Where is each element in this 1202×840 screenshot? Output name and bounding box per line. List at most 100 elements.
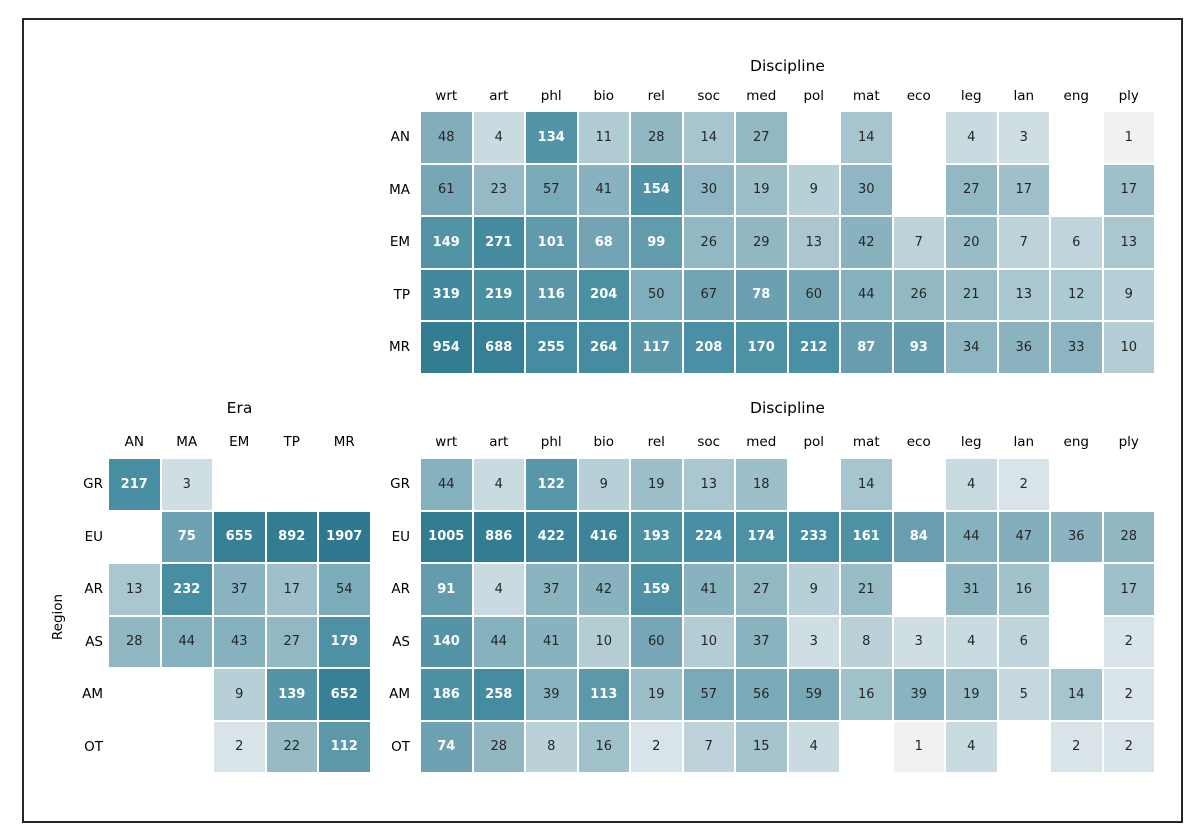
- heatmap-cell: 140: [421, 616, 472, 667]
- col-label-eco: eco: [906, 88, 931, 104]
- heatmap-cell: 44: [161, 616, 212, 667]
- heatmap-cell: 17: [998, 164, 1049, 215]
- row-label-AN: AN: [390, 129, 410, 146]
- heatmap-cell: 44: [841, 269, 892, 320]
- heatmap-cell: [1051, 112, 1102, 163]
- heatmap-cell: [1051, 564, 1102, 615]
- heatmap-cell: 15: [736, 721, 787, 772]
- row-label-EU: EU: [391, 528, 410, 545]
- heatmap-cell: 59: [788, 669, 839, 720]
- heatmap-cell: 12: [1051, 269, 1102, 320]
- heatmap-cell: [894, 459, 945, 510]
- heatmap-cell: 99: [631, 217, 682, 268]
- heatmap-cell: 652: [319, 669, 370, 720]
- heatmap-cell: 13: [109, 564, 160, 615]
- heatmap-cell: 48: [421, 112, 472, 163]
- heatmap-cell: 29: [736, 217, 787, 268]
- col-label-mat: mat: [852, 434, 880, 450]
- heatmap-cell: 61: [421, 164, 472, 215]
- heatmap-cell: 319: [421, 269, 472, 320]
- col-label-rel: rel: [647, 88, 665, 104]
- row-label-MR: MR: [388, 339, 410, 356]
- heatmap-cell: 5: [998, 669, 1049, 720]
- heatmap-cell: 161: [841, 511, 892, 562]
- heatmap-cell: 27: [266, 616, 317, 667]
- heatmap-cell: 9: [788, 164, 839, 215]
- heatmap-cell: 14: [841, 112, 892, 163]
- heatmap-cell: 4: [946, 459, 997, 510]
- heatmap-cell: 31: [946, 564, 997, 615]
- heatmap-cell: 60: [631, 616, 682, 667]
- heatmap-cell: 174: [736, 511, 787, 562]
- heatmap-cell: 7: [998, 217, 1049, 268]
- heatmap-cell: 117: [631, 322, 682, 373]
- heatmap-cell: 892: [266, 511, 317, 562]
- heatmap-cell: 10: [1103, 322, 1154, 373]
- heatmap-cell: 41: [526, 616, 577, 667]
- heatmap-cell: 42: [841, 217, 892, 268]
- row-label-OT: OT: [391, 738, 410, 755]
- heatmap-cell: 41: [578, 164, 629, 215]
- heatmap-cell: 37: [526, 564, 577, 615]
- heatmap-cell: 6: [998, 616, 1049, 667]
- col-label-phl: phl: [540, 88, 562, 104]
- row-label-AM: AM: [82, 686, 103, 703]
- heatmap-cell: 193: [631, 511, 682, 562]
- heatmap-cell: 422: [526, 511, 577, 562]
- heatmap-cell: 655: [214, 511, 265, 562]
- heatmap-cell: [214, 459, 265, 510]
- col-label-art: art: [489, 434, 509, 450]
- heatmap-cell: 23: [473, 164, 524, 215]
- heatmap-cell: 37: [736, 616, 787, 667]
- heatmap-cell: 2: [631, 721, 682, 772]
- col-label-eco: eco: [906, 434, 931, 450]
- heatmap-cell: 1005: [421, 511, 472, 562]
- bottom-heatmap-column-labels: wrt art phl bio rel soc med pol mat eco leg lan eng p…: [421, 428, 1154, 450]
- heatmap-cell: 36: [1051, 511, 1102, 562]
- heatmap-cell: 4: [473, 564, 524, 615]
- era-heatmap-grid: 217 3 75 655 892 1907 13 232 37 17 54 28 44 43 27 179 9 1…: [109, 459, 370, 772]
- heatmap-cell: [789, 112, 840, 163]
- heatmap-cell: 41: [683, 564, 734, 615]
- heatmap-cell: 13: [683, 459, 734, 510]
- heatmap-cell: 6: [1051, 217, 1102, 268]
- heatmap-cell: 2: [998, 459, 1049, 510]
- heatmap-cell: 17: [1103, 164, 1154, 215]
- heatmap-cell: 60: [788, 269, 839, 320]
- heatmap-cell: 113: [578, 669, 629, 720]
- top-heatmap-column-labels: wrt art phl bio rel soc med pol mat eco leg lan eng p…: [421, 82, 1154, 104]
- heatmap-cell: 19: [631, 459, 682, 510]
- heatmap-cell: 50: [631, 269, 682, 320]
- row-label-EM: EM: [389, 234, 410, 251]
- col-label-soc: soc: [697, 434, 721, 450]
- col-label-eng: eng: [1063, 88, 1089, 104]
- heatmap-cell: 416: [578, 511, 629, 562]
- heatmap-cell: 47: [998, 511, 1049, 562]
- heatmap-cell: 954: [421, 322, 472, 373]
- heatmap-cell: 87: [841, 322, 892, 373]
- heatmap-cell: 14: [1051, 669, 1102, 720]
- heatmap-cell: 27: [946, 164, 997, 215]
- heatmap-cell: 2: [1103, 669, 1154, 720]
- heatmap-cell: [162, 669, 213, 720]
- heatmap-cell: 7: [683, 721, 734, 772]
- heatmap-cell: 33: [1051, 322, 1102, 373]
- heatmap-cell: 2: [214, 721, 265, 772]
- heatmap-cell: 10: [578, 616, 629, 667]
- top-heatmap-grid: 48 4 134 11 28 14 27 14 4 3 1 61 23 57 41 154 30 19 9 30 27 1…: [421, 112, 1154, 373]
- row-label-AS: AS: [85, 633, 103, 650]
- row-label-TP: TP: [393, 286, 410, 303]
- heatmap-cell: 4: [473, 459, 524, 510]
- col-label-lan: lan: [1013, 88, 1035, 104]
- heatmap-cell: 19: [946, 669, 997, 720]
- heatmap-cell: 28: [1103, 511, 1154, 562]
- col-label-MR: MR: [333, 434, 355, 450]
- heatmap-cell: 20: [946, 217, 997, 268]
- heatmap-cell: 19: [631, 669, 682, 720]
- col-label-leg: leg: [960, 434, 982, 450]
- col-label-med: med: [746, 88, 777, 104]
- col-label-EM: EM: [229, 434, 250, 450]
- heatmap-cell: 179: [319, 616, 370, 667]
- col-label-pol: pol: [803, 88, 825, 104]
- heatmap-cell: 886: [473, 511, 524, 562]
